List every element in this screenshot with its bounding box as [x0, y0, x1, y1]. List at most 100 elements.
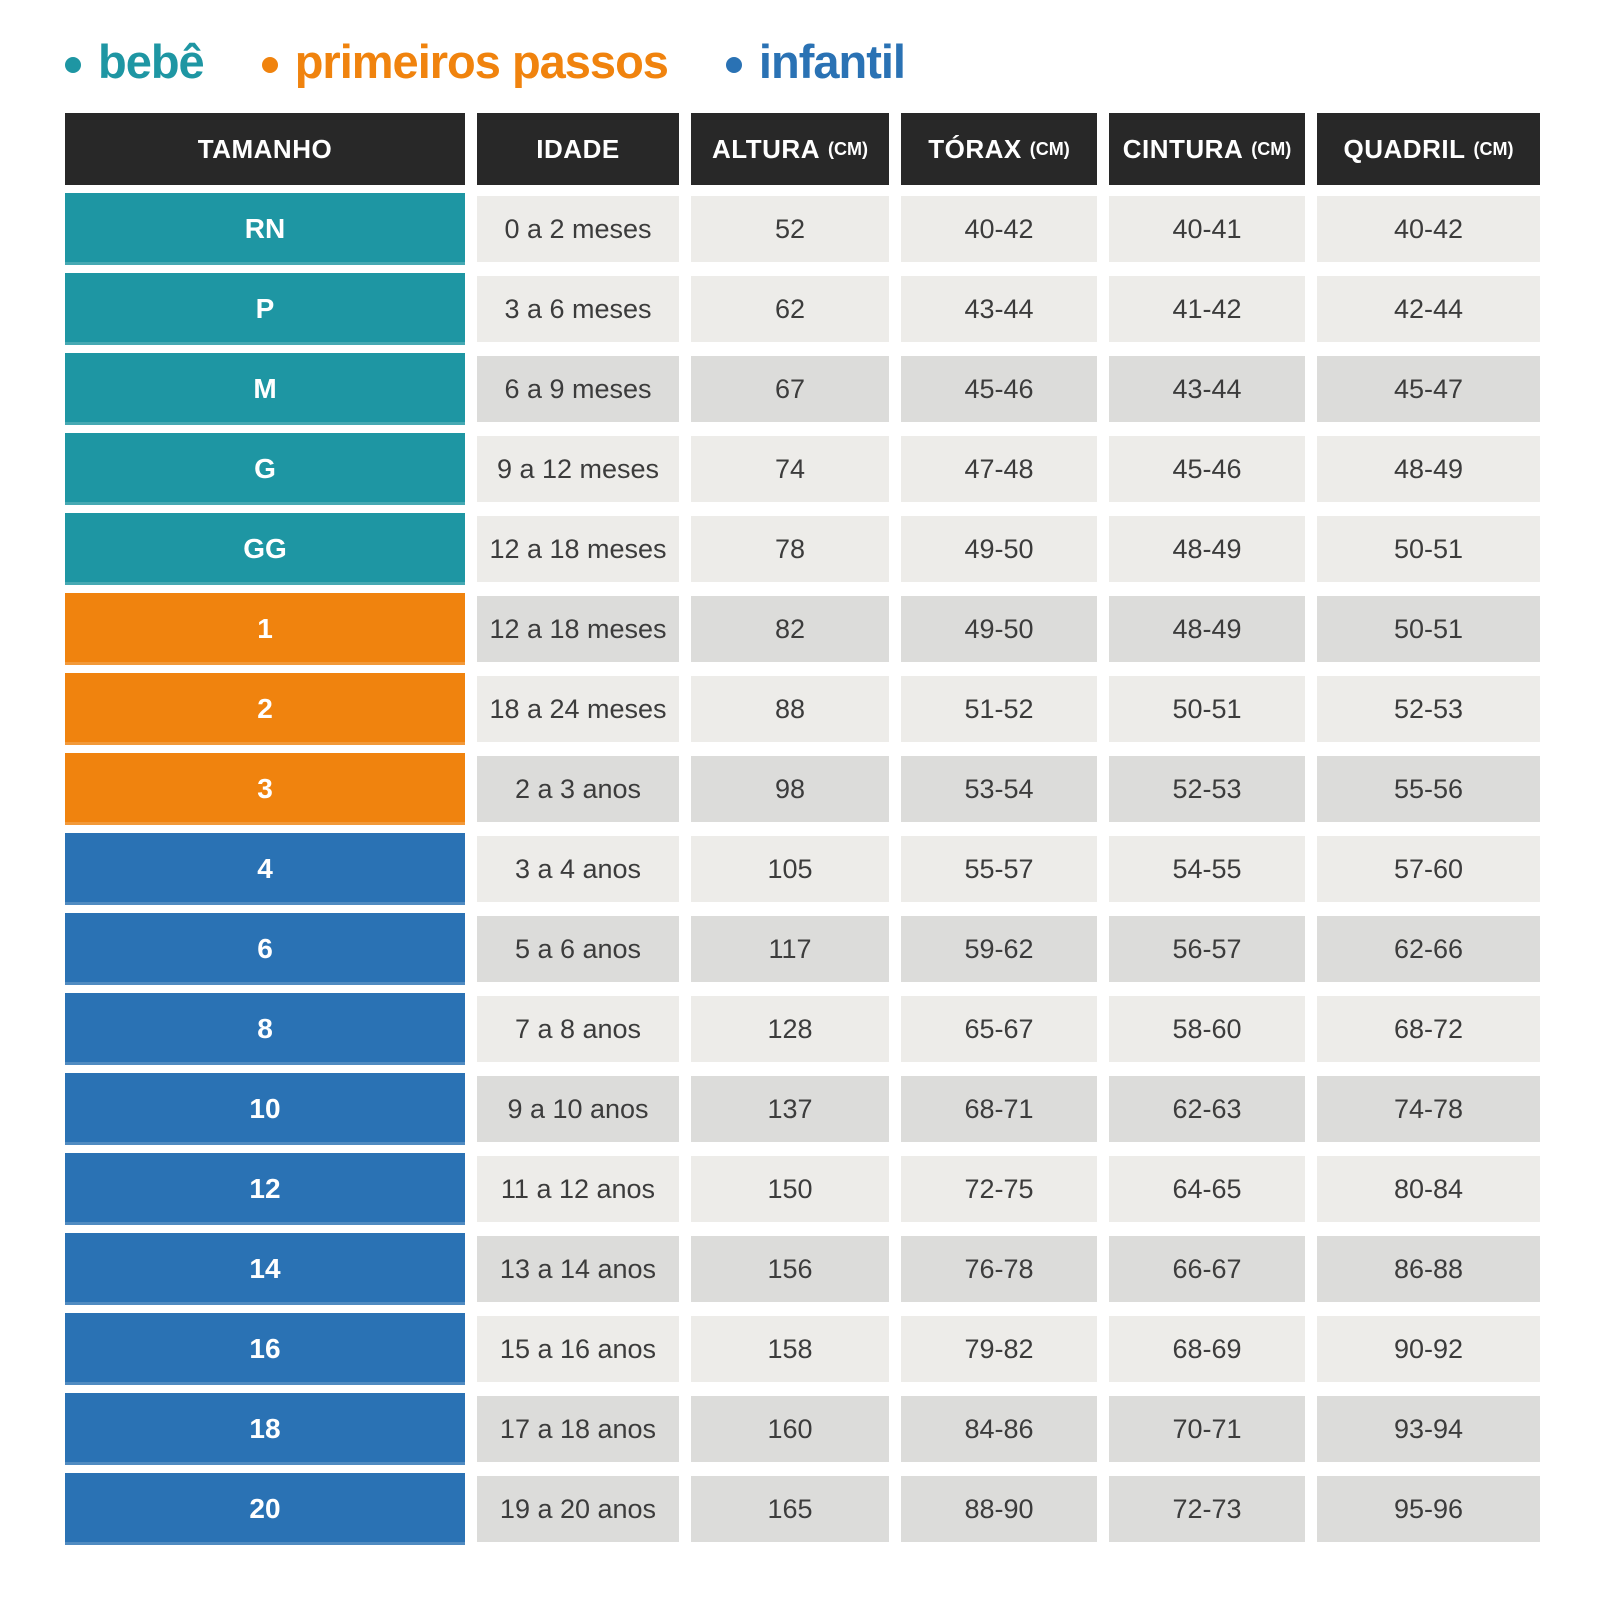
column-header-label: TAMANHO	[197, 133, 333, 164]
cell-quadril: 62-66	[1317, 916, 1540, 982]
cell-idade: 9 a 10 anos	[477, 1076, 679, 1142]
size-badge: 2	[65, 673, 465, 745]
cell-altura: 62	[691, 276, 889, 342]
cell-torax: 72-75	[901, 1156, 1097, 1222]
cell-torax: 49-50	[901, 516, 1097, 582]
cell-torax: 55-57	[901, 836, 1097, 902]
size-badge: P	[65, 273, 465, 345]
column-header-altura: ALTURA (CM)	[691, 113, 889, 185]
column-header-quadril: QUADRIL (CM)	[1317, 113, 1540, 185]
cell-altura: 117	[691, 916, 889, 982]
cell-idade: 6 a 9 meses	[477, 356, 679, 422]
cell-quadril: 74-78	[1317, 1076, 1540, 1142]
cell-altura: 128	[691, 996, 889, 1062]
cell-cintura: 66-67	[1109, 1236, 1305, 1302]
cell-idade: 11 a 12 anos	[477, 1156, 679, 1222]
cell-quadril: 50-51	[1317, 516, 1540, 582]
cell-quadril: 48-49	[1317, 436, 1540, 502]
legend-item-primeiros-passos: primeiros passos	[261, 34, 669, 89]
size-badge: RN	[65, 193, 465, 265]
legend-item-bebe: bebê	[65, 34, 205, 89]
column-header-cintura: CINTURA (CM)	[1109, 113, 1305, 185]
cell-cintura: 56-57	[1109, 916, 1305, 982]
column-header-label: IDADE	[536, 133, 620, 164]
size-badge: 8	[65, 993, 465, 1065]
cell-cintura: 52-53	[1109, 756, 1305, 822]
bullet-icon	[725, 56, 742, 73]
size-badge: 12	[65, 1153, 465, 1225]
cell-cintura: 62-63	[1109, 1076, 1305, 1142]
cell-quadril: 40-42	[1317, 196, 1540, 262]
cell-idade: 12 a 18 meses	[477, 516, 679, 582]
size-badge: 6	[65, 913, 465, 985]
cell-altura: 78	[691, 516, 889, 582]
cell-idade: 15 a 16 anos	[477, 1316, 679, 1382]
cell-torax: 79-82	[901, 1316, 1097, 1382]
cell-altura: 88	[691, 676, 889, 742]
cell-cintura: 48-49	[1109, 596, 1305, 662]
column-header-label: ALTURA	[712, 133, 820, 164]
bullet-icon	[65, 56, 81, 73]
cell-cintura: 68-69	[1109, 1316, 1305, 1382]
cell-torax: 49-50	[901, 596, 1097, 662]
cell-altura: 160	[691, 1396, 889, 1462]
cell-cintura: 40-41	[1109, 196, 1305, 262]
cell-altura: 82	[691, 596, 889, 662]
cell-quadril: 42-44	[1317, 276, 1540, 342]
cell-torax: 88-90	[901, 1476, 1097, 1542]
size-badge: GG	[65, 513, 465, 585]
column-header-unit: (CM)	[827, 138, 868, 159]
cell-quadril: 93-94	[1317, 1396, 1540, 1462]
cell-torax: 65-67	[901, 996, 1097, 1062]
cell-torax: 59-62	[901, 916, 1097, 982]
legend-label: bebê	[98, 35, 205, 88]
cell-torax: 45-46	[901, 356, 1097, 422]
size-badge: G	[65, 433, 465, 505]
size-badge: 14	[65, 1233, 465, 1305]
cell-idade: 2 a 3 anos	[477, 756, 679, 822]
cell-idade: 3 a 6 meses	[477, 276, 679, 342]
cell-cintura: 72-73	[1109, 1476, 1305, 1542]
column-header-torax: TÓRAX (CM)	[901, 113, 1097, 185]
cell-cintura: 54-55	[1109, 836, 1305, 902]
cell-altura: 67	[691, 356, 889, 422]
size-badge: 1	[65, 593, 465, 665]
cell-idade: 5 a 6 anos	[477, 916, 679, 982]
column-header-idade: IDADE	[477, 113, 679, 185]
size-badge: 4	[65, 833, 465, 905]
cell-torax: 47-48	[901, 436, 1097, 502]
cell-torax: 76-78	[901, 1236, 1097, 1302]
legend-label: infantil	[758, 35, 906, 88]
cell-cintura: 41-42	[1109, 276, 1305, 342]
cell-cintura: 50-51	[1109, 676, 1305, 742]
cell-idade: 19 a 20 anos	[477, 1476, 679, 1542]
size-badge: M	[65, 353, 465, 425]
cell-altura: 137	[691, 1076, 889, 1142]
size-badge: 10	[65, 1073, 465, 1145]
cell-idade: 18 a 24 meses	[477, 676, 679, 742]
cell-quadril: 68-72	[1317, 996, 1540, 1062]
column-header-label: QUADRIL	[1343, 133, 1466, 164]
cell-torax: 84-86	[901, 1396, 1097, 1462]
cell-altura: 74	[691, 436, 889, 502]
column-header-unit: (CM)	[1251, 138, 1292, 159]
cell-altura: 165	[691, 1476, 889, 1542]
cell-cintura: 64-65	[1109, 1156, 1305, 1222]
size-group-legend: bebê primeiros passos infantil	[65, 34, 906, 89]
cell-altura: 150	[691, 1156, 889, 1222]
cell-idade: 12 a 18 meses	[477, 596, 679, 662]
cell-torax: 43-44	[901, 276, 1097, 342]
bullet-icon	[261, 56, 278, 73]
cell-idade: 0 a 2 meses	[477, 196, 679, 262]
cell-quadril: 95-96	[1317, 1476, 1540, 1542]
cell-idade: 17 a 18 anos	[477, 1396, 679, 1462]
cell-altura: 105	[691, 836, 889, 902]
cell-idade: 9 a 12 meses	[477, 436, 679, 502]
cell-altura: 158	[691, 1316, 889, 1382]
cell-torax: 68-71	[901, 1076, 1097, 1142]
column-header-unit: (CM)	[1473, 138, 1514, 159]
size-badge: 16	[65, 1313, 465, 1385]
cell-quadril: 50-51	[1317, 596, 1540, 662]
cell-cintura: 43-44	[1109, 356, 1305, 422]
